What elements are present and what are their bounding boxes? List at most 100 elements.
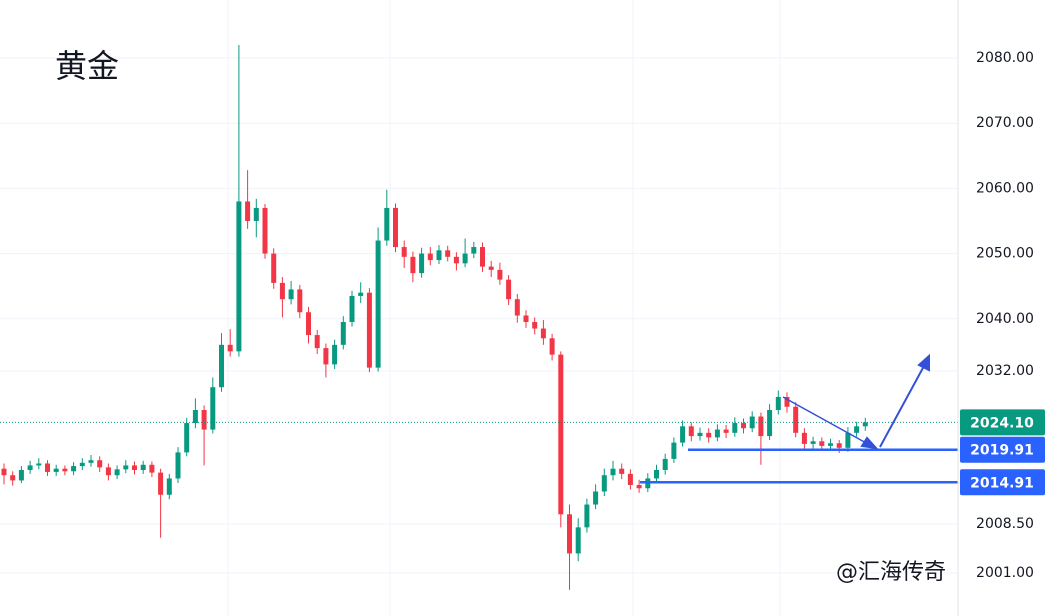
candle-body — [175, 452, 181, 479]
level-label: 2019.91 — [970, 443, 1034, 459]
candle-body — [514, 299, 520, 316]
candle-body — [401, 247, 407, 257]
candle-body — [123, 465, 129, 470]
candle-body — [549, 338, 555, 355]
candle-body — [706, 432, 712, 438]
y-tick-label: 2070.00 — [976, 115, 1034, 131]
candle-body — [1, 468, 7, 476]
candle-body — [88, 460, 94, 463]
candle-body — [140, 464, 146, 470]
candle-body — [279, 282, 285, 300]
candle-body — [471, 247, 477, 254]
candle-body — [236, 201, 242, 352]
candle-body — [462, 253, 468, 264]
candle-body — [358, 292, 364, 296]
candle-body — [488, 266, 494, 270]
candle-body — [558, 354, 564, 515]
candle-body — [758, 416, 764, 437]
candle-body — [775, 396, 781, 411]
candle-body — [384, 207, 390, 241]
candle-body — [662, 458, 668, 470]
candles — [1, 44, 868, 590]
candle-body — [862, 422, 868, 427]
candle-body — [749, 416, 755, 429]
candle-body — [532, 322, 538, 329]
candle-body — [567, 514, 572, 554]
candle-body — [27, 465, 33, 470]
candle-body — [714, 429, 720, 438]
candle-body — [497, 269, 503, 280]
candle-body — [36, 463, 42, 466]
candle-body — [741, 423, 746, 429]
candle-body — [836, 443, 842, 448]
candle-body — [610, 468, 616, 476]
candle-body — [601, 475, 607, 492]
candle-body — [506, 279, 512, 300]
candle-body — [245, 201, 251, 221]
candle-body — [480, 247, 485, 267]
candle-body — [436, 250, 442, 261]
arrow-head — [917, 353, 930, 372]
y-tick-label: 2050.00 — [976, 246, 1034, 262]
candle-body — [854, 426, 860, 433]
candle-body — [253, 207, 259, 221]
last-price-box — [960, 409, 1045, 436]
candle-body — [306, 312, 311, 336]
candle-body — [45, 463, 50, 472]
candle-body — [105, 467, 111, 476]
candle-body — [680, 426, 686, 443]
candle-body — [427, 253, 433, 261]
y-tick-label: 2008.50 — [976, 516, 1034, 532]
candle-body — [584, 504, 590, 528]
y-tick-label: 2001.00 — [976, 565, 1034, 581]
chart-title: 黄金 — [55, 47, 119, 85]
candle-body — [688, 426, 694, 437]
arrow-head — [860, 436, 879, 450]
y-tick-label: 2060.00 — [976, 180, 1034, 196]
candle-body — [654, 469, 659, 479]
y-tick-label: 2032.00 — [976, 363, 1034, 379]
candle-body — [845, 432, 851, 448]
y-tick-label: 2080.00 — [976, 50, 1034, 66]
candle-body — [375, 240, 381, 368]
candle-body — [10, 475, 16, 481]
candle-body — [62, 468, 68, 472]
candle-body — [201, 410, 207, 430]
candle-body — [697, 432, 703, 437]
candle-body — [523, 315, 529, 323]
candle-body — [314, 335, 320, 349]
candle-body — [71, 466, 77, 472]
watermark: @汇海传奇 — [836, 560, 946, 585]
trend-arrow — [782, 396, 869, 445]
candle-body — [393, 207, 398, 248]
candle-body — [210, 387, 216, 430]
candle-body — [192, 410, 198, 424]
candle-body — [323, 348, 329, 365]
candle-body — [349, 295, 355, 323]
level-label: 2014.91 — [970, 475, 1034, 491]
candle-body — [410, 256, 416, 274]
candle-body — [18, 469, 24, 481]
candle-body — [445, 250, 451, 257]
candle-body — [166, 478, 172, 495]
candle-body — [332, 344, 338, 365]
candle-body — [671, 442, 677, 459]
overlays: 2024.10 2019.91 2014.91 — [0, 409, 1045, 496]
candle-body — [801, 432, 807, 444]
candle-body — [767, 410, 773, 437]
candle-body — [810, 441, 816, 444]
candle-body — [184, 423, 190, 453]
candle-body — [340, 322, 346, 345]
candle-body — [419, 253, 425, 274]
candle-body — [79, 462, 85, 467]
candle-body — [636, 484, 642, 489]
candle-body — [619, 468, 625, 474]
candle-body — [262, 207, 268, 254]
candle-body — [575, 527, 581, 554]
candle-body — [366, 292, 372, 368]
candle-body — [723, 429, 729, 433]
candle-body — [819, 441, 825, 446]
y-tick-label: 2040.00 — [976, 311, 1034, 327]
candle-body — [227, 344, 233, 352]
